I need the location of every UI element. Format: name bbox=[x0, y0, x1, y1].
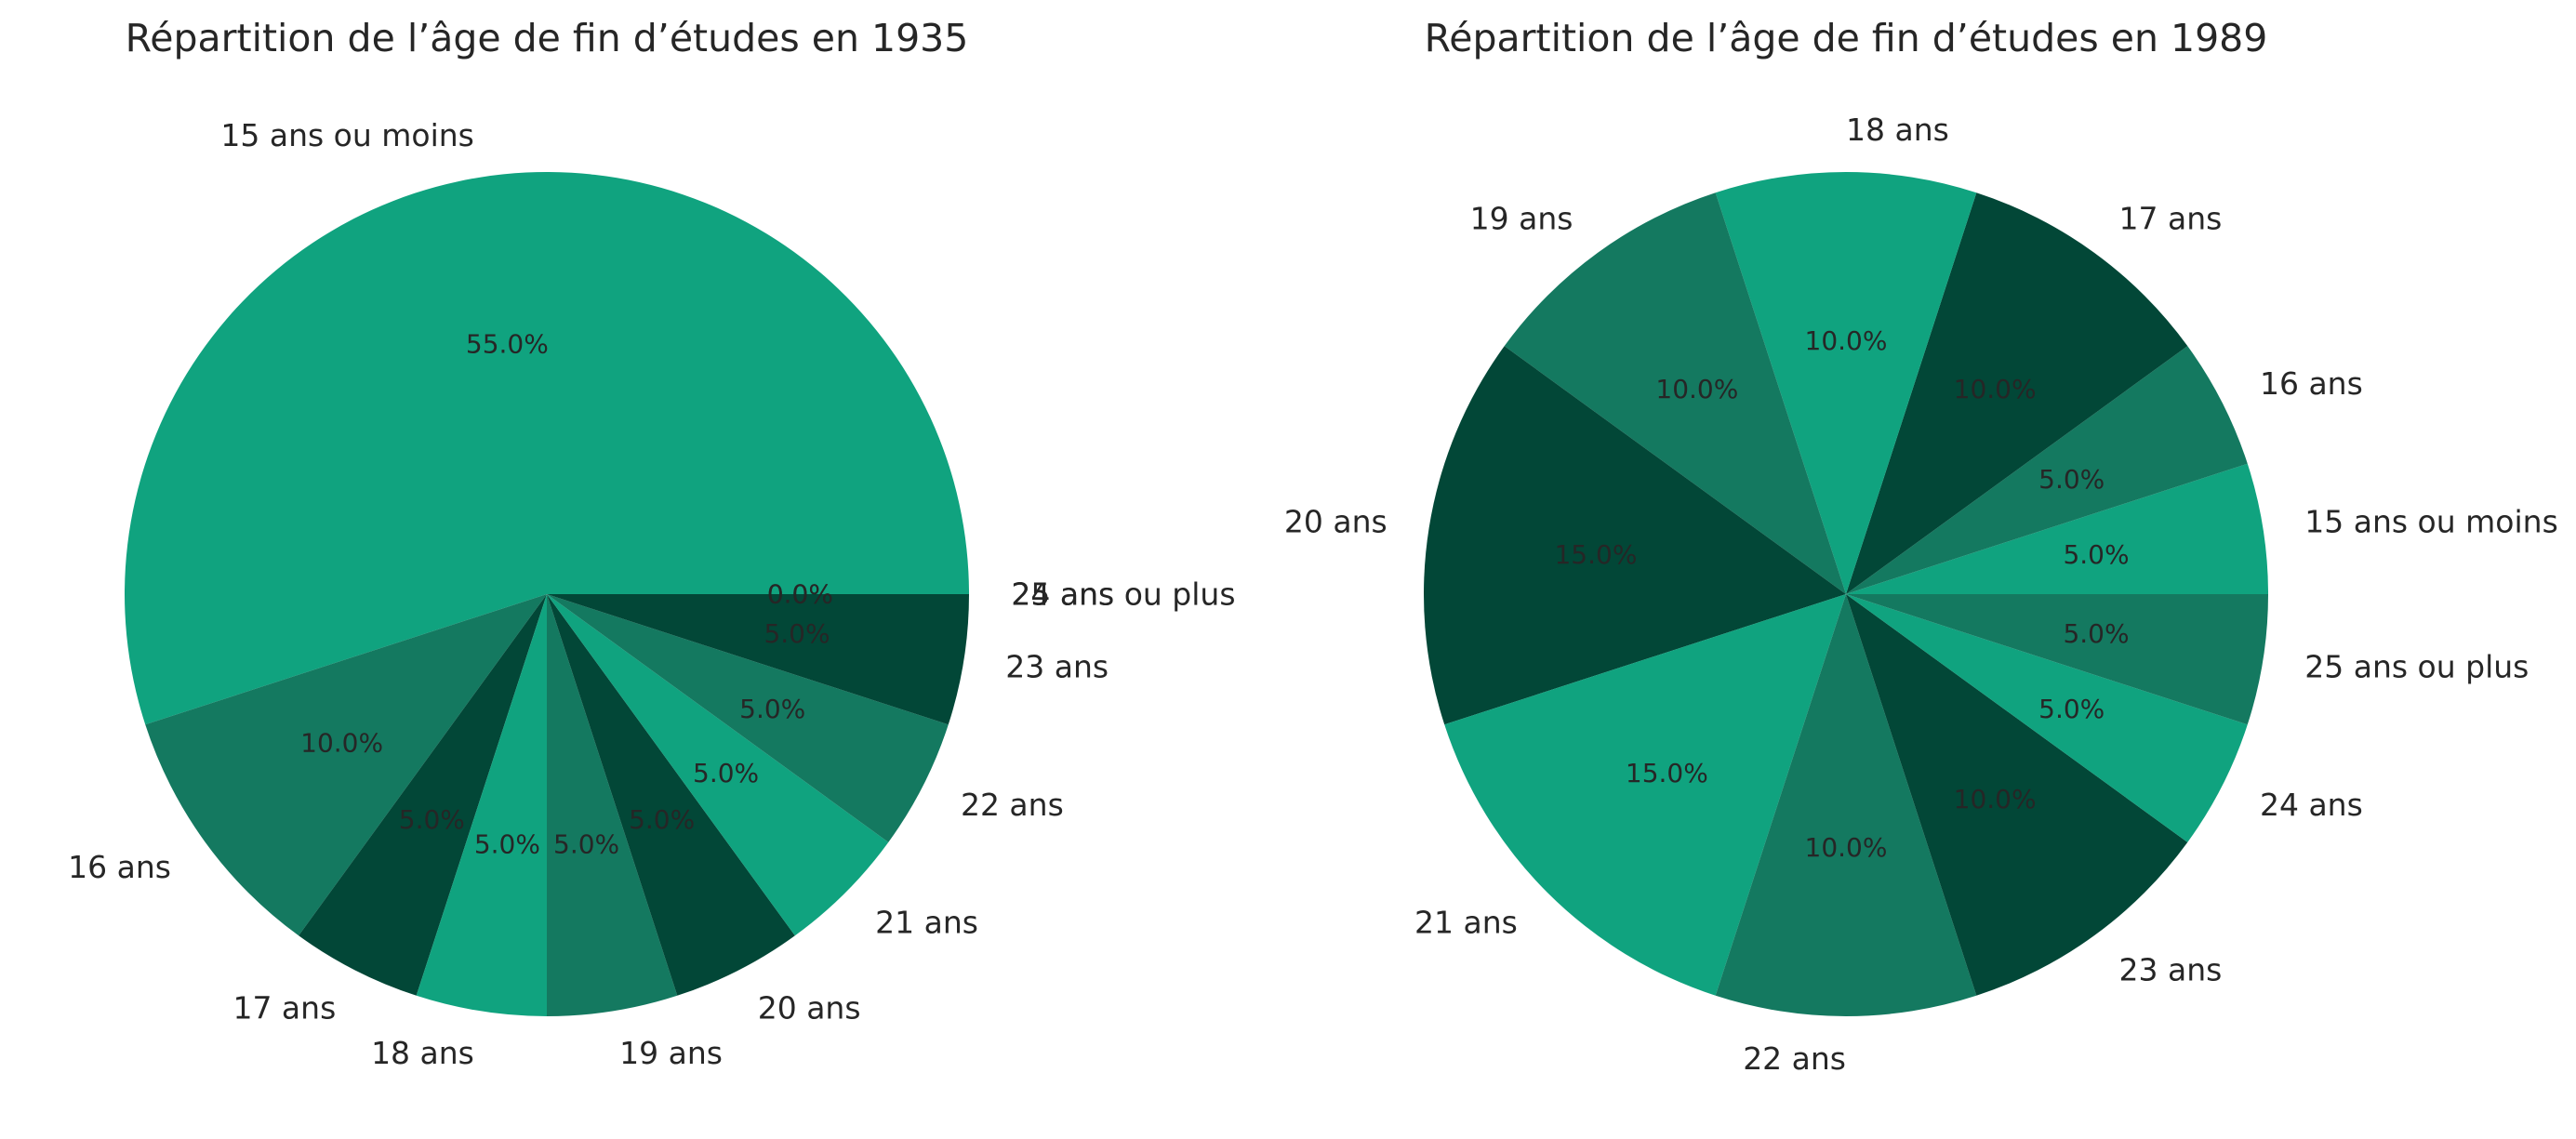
pie-slice-17-ans bbox=[1846, 192, 2188, 594]
slice-label-18-ans: 18 ans bbox=[371, 1035, 474, 1071]
pie-chart-1989: Répartition de l’âge de fin d’études en … bbox=[1284, 16, 2558, 1077]
slice-label-25-ans-ou-plus: 25 ans ou plus bbox=[1011, 576, 1235, 613]
slice-label-22-ans: 22 ans bbox=[1743, 1040, 1846, 1077]
slice-percent-20-ans: 5.0% bbox=[629, 804, 695, 835]
slice-percent-19-ans: 10.0% bbox=[1655, 374, 1738, 404]
slice-label-15-ans-ou-moins: 15 ans ou moins bbox=[2304, 503, 2558, 539]
slice-label-25-ans-ou-plus: 25 ans ou plus bbox=[2304, 649, 2529, 685]
slice-percent-17-ans: 5.0% bbox=[399, 804, 465, 835]
slices-1935 bbox=[125, 171, 969, 1016]
pie-slice-21-ans bbox=[547, 594, 889, 936]
pie-slice-18-ans bbox=[416, 594, 547, 1016]
slice-percent-25-ans-ou-plus: 5.0% bbox=[2063, 618, 2129, 649]
pie-slice-15-ans-ou-moins bbox=[1846, 463, 2268, 594]
slice-label-24-ans: 24 ans bbox=[1011, 576, 1114, 613]
slice-label-19-ans: 19 ans bbox=[619, 1035, 723, 1071]
slice-percent-24-ans: 5.0% bbox=[2038, 694, 2105, 724]
pie-slice-23-ans bbox=[547, 594, 969, 725]
slice-label-16-ans: 16 ans bbox=[68, 849, 171, 885]
slice-percent-16-ans: 5.0% bbox=[2038, 464, 2105, 495]
pie-slice-25-ans-ou-plus bbox=[1846, 594, 2268, 725]
slice-percent-18-ans: 10.0% bbox=[1805, 325, 1888, 356]
slice-percent-20-ans: 15.0% bbox=[1554, 539, 1637, 570]
slice-percent-24-ans: 0.0% bbox=[767, 579, 833, 610]
pie-slice-18-ans bbox=[1715, 172, 1977, 594]
slice-percent-25-ans-ou-plus: 0.0% bbox=[767, 579, 833, 610]
slice-percent-23-ans: 5.0% bbox=[764, 618, 830, 649]
slice-percent-16-ans: 10.0% bbox=[300, 728, 383, 759]
pie-slice-20-ans bbox=[1424, 346, 1846, 725]
pie-slice-23-ans bbox=[1846, 594, 2188, 996]
slice-percent-19-ans: 5.0% bbox=[553, 829, 619, 860]
slice-label-15-ans-ou-moins: 15 ans ou moins bbox=[220, 117, 474, 153]
slice-label-20-ans: 20 ans bbox=[758, 989, 861, 1026]
pie-slice-19-ans bbox=[1504, 192, 1846, 594]
slices-1989 bbox=[1424, 172, 2268, 1017]
pie-slice-19-ans bbox=[547, 594, 678, 1016]
pie-slice-22-ans bbox=[1715, 594, 1977, 1017]
pie-slice-24-ans bbox=[1846, 594, 2248, 842]
chart-title-1935: Répartition de l’âge de fin d’études en … bbox=[126, 16, 969, 60]
slice-label-21-ans: 21 ans bbox=[1414, 905, 1518, 941]
slice-label-19-ans: 19 ans bbox=[1470, 200, 1573, 236]
slice-percent-22-ans: 10.0% bbox=[1805, 832, 1888, 863]
pie-slice-21-ans bbox=[1444, 594, 1846, 996]
pie-slice-16-ans bbox=[1846, 346, 2248, 594]
slice-percent-15-ans-ou-moins: 5.0% bbox=[2063, 539, 2129, 570]
slice-label-24-ans: 24 ans bbox=[2260, 787, 2363, 823]
slice-percent-23-ans: 10.0% bbox=[1954, 784, 2037, 815]
slice-percent-21-ans: 15.0% bbox=[1626, 758, 1708, 788]
slice-percent-21-ans: 5.0% bbox=[693, 758, 759, 788]
labels-1989: 15 ans ou moins 5.0% 16 ans 5.0% 17 ans 10.0%… bbox=[1284, 112, 2558, 1077]
slice-label-23-ans: 23 ans bbox=[1005, 649, 1109, 685]
slice-label-17-ans: 17 ans bbox=[2119, 200, 2223, 236]
pie-slice-17-ans bbox=[299, 594, 547, 996]
slice-percent-17-ans: 10.0% bbox=[1954, 374, 2037, 404]
slice-label-18-ans: 18 ans bbox=[1846, 112, 1949, 148]
slice-label-21-ans: 21 ans bbox=[875, 905, 978, 941]
slice-percent-18-ans: 5.0% bbox=[474, 829, 540, 860]
pie-slice-20-ans bbox=[547, 594, 795, 996]
slice-label-23-ans: 23 ans bbox=[2119, 952, 2223, 988]
slice-label-22-ans: 22 ans bbox=[961, 787, 1064, 823]
slice-label-17-ans: 17 ans bbox=[232, 989, 336, 1026]
slice-label-20-ans: 20 ans bbox=[1284, 503, 1388, 539]
slice-percent-15-ans-ou-moins: 55.0% bbox=[466, 328, 549, 359]
labels-1935: 15 ans ou moins 55.0% 16 ans 10.0% 17 ans 5.0… bbox=[68, 117, 1235, 1071]
pie-slice-16-ans bbox=[145, 594, 547, 936]
pie-slice-15-ans-ou-moins bbox=[125, 171, 969, 725]
pie-chart-1935: Répartition de l’âge de fin d’études en … bbox=[68, 16, 1235, 1071]
slice-label-16-ans: 16 ans bbox=[2260, 365, 2363, 402]
pie-slice-22-ans bbox=[547, 594, 949, 842]
slice-percent-22-ans: 5.0% bbox=[739, 694, 805, 724]
chart-title-1989: Répartition de l’âge de fin d’études en … bbox=[1425, 16, 2268, 60]
